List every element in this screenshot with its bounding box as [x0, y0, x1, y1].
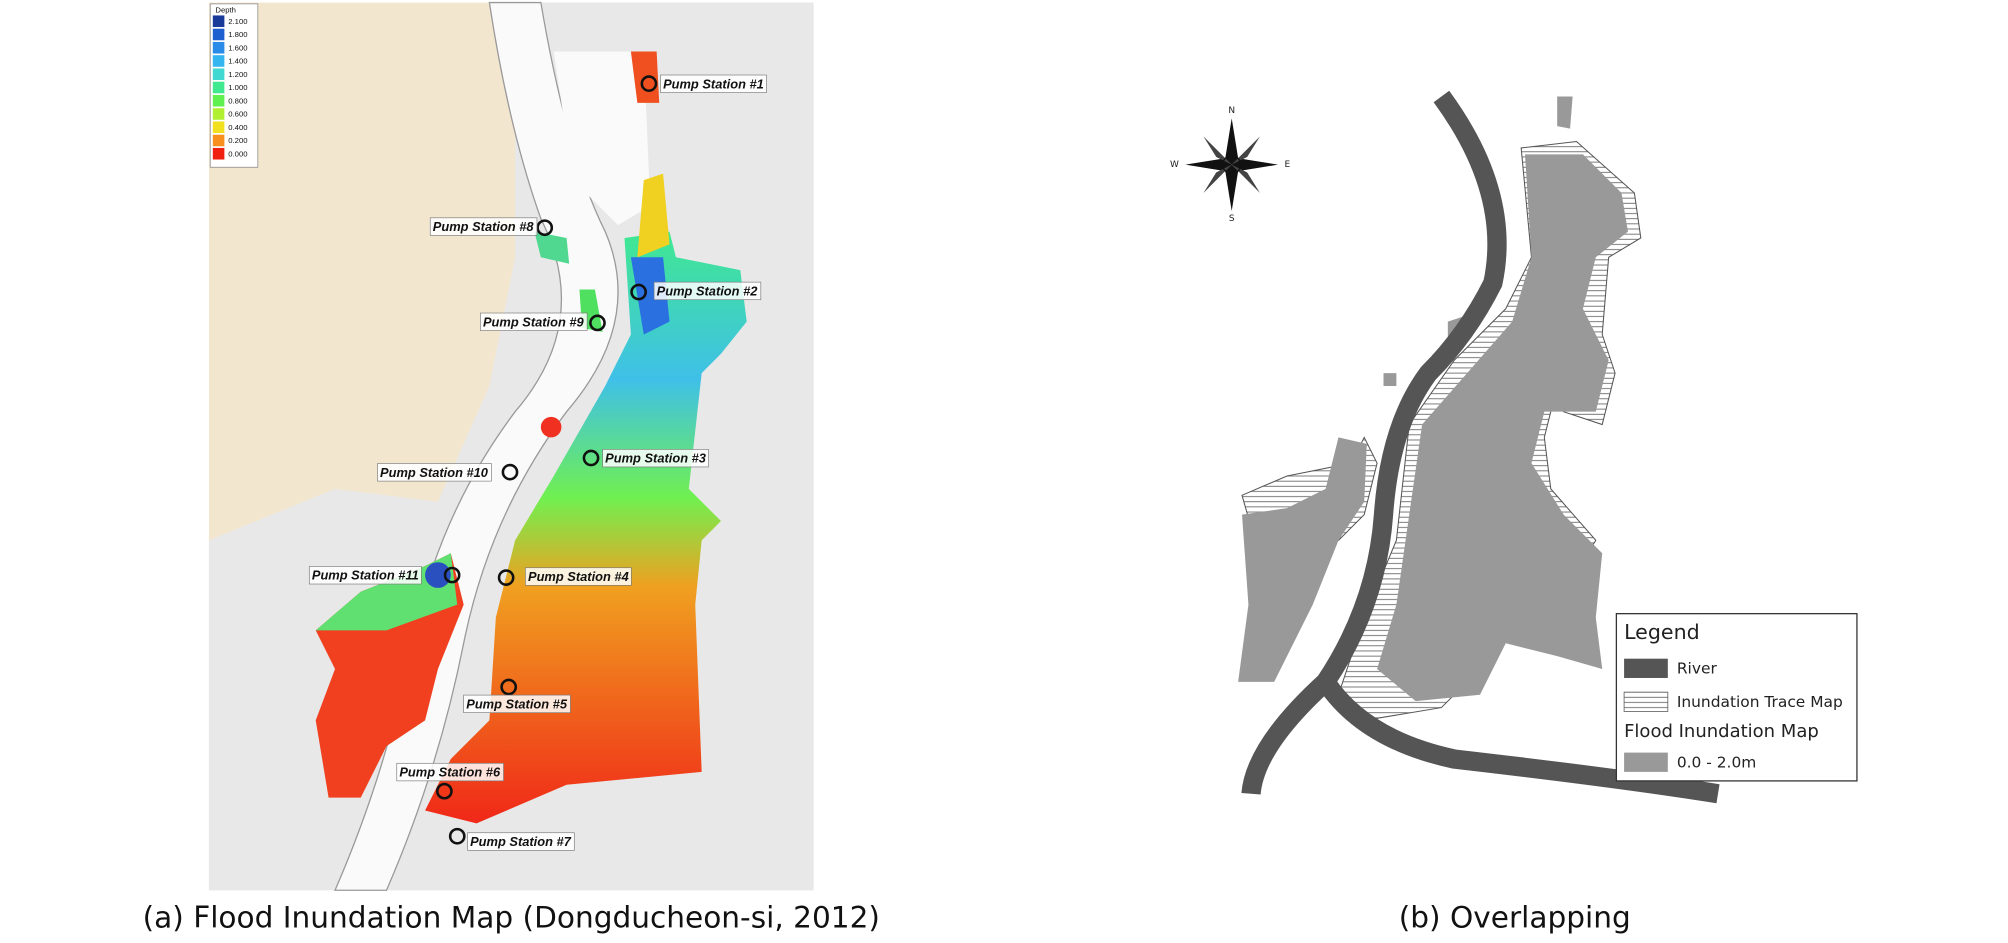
label-box [467, 832, 575, 851]
flood-area [425, 562, 451, 588]
depth-swatch [212, 134, 225, 147]
river [1241, 90, 1720, 804]
legend-label: 0.0 - 2.0m [1677, 753, 1756, 771]
legend-label: Flood Inundation Map [1624, 721, 1819, 742]
label-box [480, 312, 588, 331]
depth-swatch [212, 121, 225, 134]
pump-station-marker [589, 314, 606, 332]
pump-station-marker [501, 463, 519, 481]
river [553, 51, 651, 226]
depth-swatch [212, 108, 225, 120]
depth-swatch [212, 15, 225, 28]
label-box [525, 567, 632, 586]
caption: (a) Flood Inundation Map (Dongducheon-si… [143, 901, 880, 935]
legend-label: River [1677, 659, 1718, 677]
label-box [660, 74, 767, 93]
pump-station-label: Pump Station #1 [663, 76, 764, 91]
pump-station-label: Pump Station #7 [470, 834, 572, 849]
label-box [653, 281, 762, 301]
caption: (b) Overlapping [1399, 901, 1631, 935]
pump-station-marker [443, 566, 461, 584]
depth-label: 1.600 [228, 43, 247, 52]
pump-station-label: Pump Station #3 [605, 451, 706, 466]
label-box [308, 566, 422, 585]
depth-label: 1.200 [228, 70, 247, 79]
pump-station-marker [500, 678, 518, 696]
legend-title: Legend [1624, 620, 1700, 644]
depth-label: 0.200 [228, 136, 247, 145]
pump-station-label: Pump Station #6 [399, 765, 501, 780]
compass-label: S [1229, 214, 1235, 224]
legend-swatch [1624, 752, 1668, 772]
depth-label: 1.400 [228, 57, 247, 66]
depth-label: 1.000 [228, 83, 247, 92]
depth-swatch [212, 68, 225, 81]
legend-label: Inundation Trace Map [1677, 693, 1843, 711]
compass-label: W [1170, 160, 1179, 170]
flood-area [637, 173, 670, 258]
depth-label: 1.800 [228, 30, 247, 39]
pump-station-label: Pump Station #8 [433, 219, 535, 234]
compass-label: N [1228, 106, 1235, 116]
pump-station-label: Pump Station #5 [466, 696, 568, 711]
pump-station-label: Pump Station #2 [657, 283, 759, 298]
flood-area [425, 231, 747, 824]
depth-swatch [212, 94, 225, 107]
overlap-map: N E S W Legend River Inundation Trace Ma… [1170, 90, 1858, 804]
depth-label: 2.100 [228, 17, 247, 26]
pump-station-marker [448, 827, 466, 845]
pump-station-marker [436, 782, 453, 800]
depth-swatch [212, 55, 225, 67]
depth-label: 0.000 [228, 149, 247, 158]
inundation-map [208, 1, 814, 891]
flood-area [534, 231, 570, 264]
label-box [396, 762, 504, 782]
pump-station-marker [630, 283, 647, 301]
label-box [463, 694, 571, 713]
label-box [602, 449, 709, 468]
depth-swatch [212, 41, 225, 54]
flood-area [630, 257, 670, 335]
depth-swatch [212, 147, 225, 160]
pump-station-marker [497, 569, 515, 586]
compass-rose [1185, 118, 1279, 211]
flood-inundation [1238, 437, 1367, 682]
flood-area [540, 416, 562, 438]
depth-swatch [212, 28, 225, 41]
flood-inundation [1377, 96, 1628, 702]
pump-station-label: Pump Station #4 [528, 569, 629, 584]
pump-station-marker [640, 75, 658, 92]
label-box [429, 217, 538, 236]
depth-swatch [212, 81, 225, 94]
pump-station-label: Pump Station #10 [380, 465, 489, 480]
pump-station-label: Pump Station #9 [483, 314, 585, 329]
compass-label: E [1284, 160, 1290, 170]
label-box [377, 463, 492, 482]
flood-area [315, 553, 458, 631]
depth-label: 0.600 [228, 110, 247, 119]
legend-swatch [1623, 691, 1669, 712]
depth-legend-title: Depth [215, 5, 236, 14]
pump-station-label: Pump Station #11 [312, 568, 419, 583]
depth-label: 0.400 [228, 123, 247, 132]
pump-station-marker [582, 449, 600, 467]
pump-station-marker [536, 219, 554, 237]
legend-swatch [1624, 658, 1668, 678]
river [334, 1, 619, 891]
depth-label: 0.800 [228, 96, 247, 105]
